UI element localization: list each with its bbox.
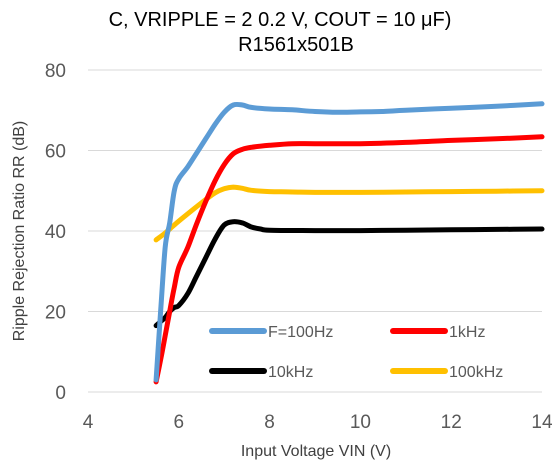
chart-title-line1: C, VRIPPLE = 2 0.2 V, COUT = 10 μF) xyxy=(109,9,452,31)
series-line-10khz xyxy=(153,219,545,329)
y-tick-label-40: 40 xyxy=(45,222,66,243)
x-axis-title: Input Voltage VIN (V) xyxy=(241,443,391,460)
x-tick-label-14: 14 xyxy=(531,412,553,433)
x-tick-label-10: 10 xyxy=(350,412,371,433)
series-line-1khz xyxy=(153,134,545,385)
series-line-f-100hz xyxy=(153,101,545,383)
x-axis-ticks: 4 6 8 10 12 14 xyxy=(83,412,553,433)
x-tick-label-12: 12 xyxy=(441,412,462,433)
series-line-100khz xyxy=(153,184,545,243)
y-tick-label-0: 0 xyxy=(55,383,66,404)
y-axis-ticks: 0 20 40 60 80 xyxy=(45,61,66,404)
chart-title-line2: R1561x501B xyxy=(238,34,354,56)
y-tick-label-80: 80 xyxy=(45,61,66,82)
series-lines xyxy=(153,101,545,385)
legend: F=100Hz 1kHz 10kHz 100kHz xyxy=(209,324,503,381)
x-tick-label-4: 4 xyxy=(83,412,94,433)
x-tick-label-6: 6 xyxy=(174,412,185,433)
legend-label-100khz: 100kHz xyxy=(449,364,503,381)
legend-label-f-100hz: F=100Hz xyxy=(268,324,333,341)
y-axis-title: Ripple Rejection Ratio RR (dB) xyxy=(11,121,28,342)
chart-title: C, VRIPPLE = 2 0.2 V, COUT = 10 μF) R156… xyxy=(109,9,452,56)
y-tick-label-60: 60 xyxy=(45,142,66,163)
x-tick-label-8: 8 xyxy=(264,412,275,433)
y-tick-label-20: 20 xyxy=(45,303,66,324)
legend-label-1khz: 1kHz xyxy=(449,324,485,341)
legend-label-10khz: 10kHz xyxy=(268,364,313,381)
